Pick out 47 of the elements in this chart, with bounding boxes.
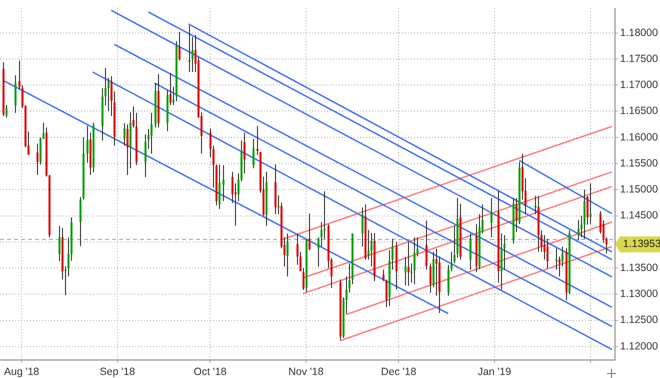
x-tick-label: Aug '18 xyxy=(4,366,40,378)
candlestick xyxy=(218,164,220,210)
candlestick xyxy=(286,233,288,277)
candlestick xyxy=(590,182,592,225)
y-tick-label: 1.18000 xyxy=(620,26,658,39)
candlestick xyxy=(500,233,502,290)
candlestick xyxy=(408,241,410,286)
candlestick xyxy=(414,236,416,285)
y-tick-label: 1.13000 xyxy=(620,288,658,300)
candlestick xyxy=(382,269,384,282)
y-tick-label: 1.15500 xyxy=(620,157,658,170)
candlestick xyxy=(14,74,16,114)
y-tick-label: 1.17500 xyxy=(620,52,658,65)
y-tick-label: 1.13500 xyxy=(620,262,658,274)
candlestick xyxy=(370,232,372,267)
candlestick xyxy=(430,262,432,294)
candlestick xyxy=(252,138,254,169)
candlestick xyxy=(36,143,38,176)
candlestick xyxy=(58,225,60,262)
y-tick-label: 1.15000 xyxy=(620,184,658,196)
y-tick-label: 1.14500 xyxy=(620,210,658,222)
candlestick xyxy=(126,124,128,176)
y-tick-label: 1.12500 xyxy=(620,314,658,326)
x-tick-label: Dec '18 xyxy=(381,366,416,378)
candlestick xyxy=(308,213,310,251)
candlestick xyxy=(516,198,518,232)
candlestick xyxy=(222,164,224,202)
y-tick-label: 1.12000 xyxy=(620,340,658,352)
y-tick-label: 1.16500 xyxy=(620,105,658,118)
candlestick xyxy=(150,112,152,154)
candlestick xyxy=(490,198,492,238)
candlestick xyxy=(584,189,586,240)
candlestick xyxy=(278,194,280,215)
candlestick xyxy=(578,219,580,241)
x-tick-label: Oct '18 xyxy=(194,366,227,378)
y-tick-label: 1.16000 xyxy=(620,131,658,144)
candlestick xyxy=(546,238,548,269)
candlestick xyxy=(178,31,180,62)
x-tick-label: Jan '19 xyxy=(478,366,512,378)
candlestick xyxy=(86,125,88,163)
x-tick-label: Nov '18 xyxy=(288,366,324,378)
candlestick xyxy=(470,233,472,270)
y-tick-label: 1.17000 xyxy=(620,79,658,92)
candlestick xyxy=(426,220,428,270)
candlestick xyxy=(556,248,558,270)
x-tick-label: Sep '18 xyxy=(100,366,136,378)
candlestick xyxy=(188,25,190,73)
